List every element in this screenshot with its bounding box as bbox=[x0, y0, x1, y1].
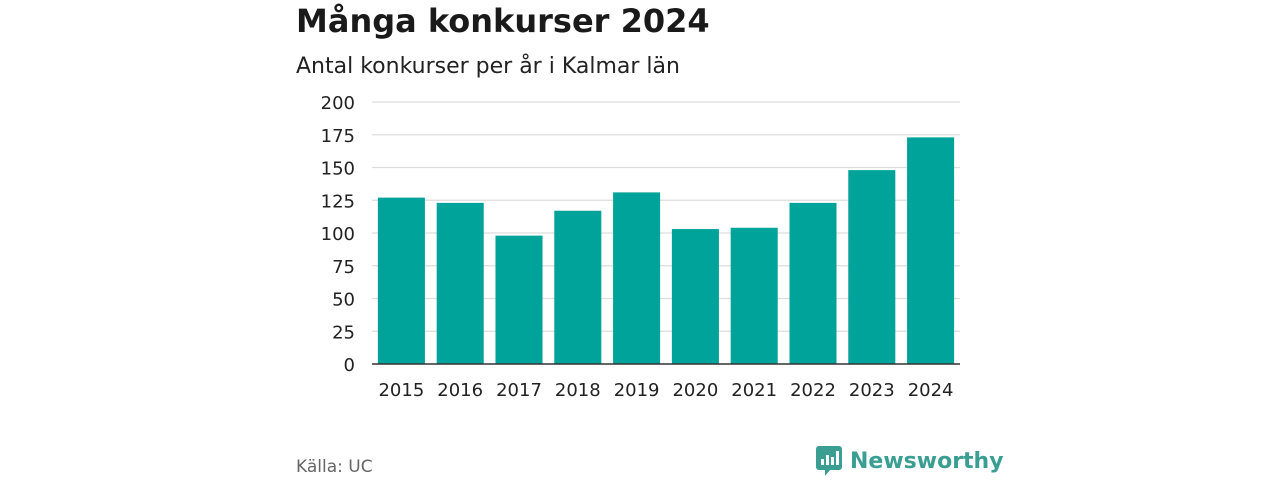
bar-2023 bbox=[848, 170, 896, 364]
x-tick-label: 2024 bbox=[908, 380, 954, 401]
newsworthy-logo-icon bbox=[816, 446, 842, 476]
brand-name: Newsworthy bbox=[850, 448, 1004, 474]
x-tick-label: 2023 bbox=[849, 380, 895, 401]
bar-2016 bbox=[436, 202, 484, 364]
y-tick-label: 0 bbox=[344, 355, 355, 376]
bar-2020 bbox=[671, 229, 719, 364]
y-tick-label: 125 bbox=[321, 191, 355, 212]
x-tick-label: 2017 bbox=[496, 380, 542, 401]
y-tick-label: 25 bbox=[332, 322, 355, 343]
x-tick-label: 2020 bbox=[672, 380, 718, 401]
bar-2019 bbox=[613, 192, 661, 364]
x-tick-label: 2016 bbox=[437, 380, 483, 401]
x-axis-tick-labels: 2015 2016 2017 2018 2019 2020 2021 2022 2023 2024 bbox=[378, 380, 953, 401]
y-tick-label: 100 bbox=[321, 224, 355, 245]
y-tick-label: 175 bbox=[321, 126, 355, 147]
bar-2015 bbox=[377, 197, 425, 364]
bar-2017 bbox=[495, 235, 543, 364]
brand-logo: Newsworthy bbox=[816, 446, 1004, 476]
y-tick-label: 200 bbox=[321, 93, 355, 114]
bar-2022 bbox=[789, 202, 837, 364]
x-tick-label: 2018 bbox=[555, 380, 601, 401]
y-tick-label: 75 bbox=[332, 257, 355, 278]
y-tick-label: 50 bbox=[332, 290, 355, 311]
x-tick-label: 2019 bbox=[614, 380, 660, 401]
y-axis-tick-labels: 0 25 50 75 100 125 150 175 200 bbox=[321, 93, 355, 376]
x-tick-label: 2015 bbox=[378, 380, 424, 401]
chart-subtitle: Antal konkurser per år i Kalmar län bbox=[296, 54, 680, 79]
bars bbox=[377, 137, 955, 364]
x-tick-label: 2021 bbox=[731, 380, 777, 401]
x-tick-label: 2022 bbox=[790, 380, 836, 401]
bar-2018 bbox=[554, 210, 602, 364]
source-note: Källa: UC bbox=[296, 457, 373, 477]
bar-2024 bbox=[907, 137, 955, 364]
y-tick-label: 150 bbox=[321, 159, 355, 180]
chart-title: Många konkurser 2024 bbox=[296, 2, 710, 40]
bar-2021 bbox=[730, 227, 778, 364]
